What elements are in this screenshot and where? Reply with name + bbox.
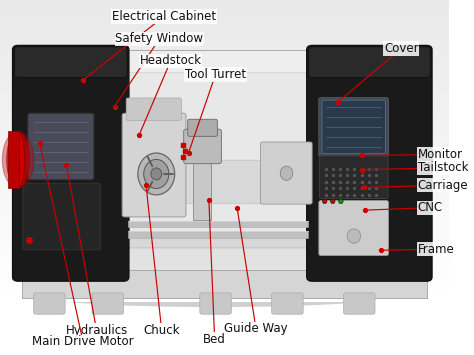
Bar [0, 221, 449, 231]
FancyBboxPatch shape [28, 113, 94, 180]
Polygon shape [27, 71, 422, 277]
Bar [0, 141, 449, 151]
Bar [0, 30, 449, 40]
Bar [0, 70, 449, 81]
Ellipse shape [347, 229, 361, 243]
FancyBboxPatch shape [188, 119, 218, 136]
FancyBboxPatch shape [13, 45, 129, 281]
Ellipse shape [138, 153, 175, 195]
FancyBboxPatch shape [319, 98, 389, 156]
Ellipse shape [151, 168, 162, 180]
Text: Bed: Bed [203, 200, 226, 346]
Bar [0, 171, 449, 181]
Bar [0, 181, 449, 191]
FancyBboxPatch shape [14, 47, 127, 77]
Ellipse shape [338, 199, 343, 203]
Ellipse shape [11, 131, 25, 188]
Text: Tool Turret: Tool Turret [185, 68, 246, 153]
Bar [0, 191, 449, 201]
Text: Cover: Cover [337, 42, 419, 102]
Bar [0, 111, 449, 121]
Bar [0, 262, 449, 272]
Polygon shape [27, 50, 422, 75]
Text: CNC: CNC [365, 201, 443, 214]
Bar [0, 50, 449, 60]
Bar [0, 40, 449, 50]
Bar [0, 81, 449, 91]
Bar [0, 0, 449, 10]
Text: Safety Window: Safety Window [115, 32, 203, 106]
Bar [0, 211, 449, 221]
Bar [0, 251, 449, 262]
Bar [0, 241, 449, 251]
Text: Main Drive Motor: Main Drive Motor [32, 143, 134, 349]
Text: Hydraulics: Hydraulics [65, 165, 128, 337]
Bar [0, 292, 449, 302]
Bar [0, 282, 449, 292]
FancyBboxPatch shape [171, 160, 262, 204]
Bar [0, 10, 449, 20]
Bar [128, 231, 308, 238]
Text: Guide Way: Guide Way [224, 208, 288, 335]
Ellipse shape [2, 131, 34, 188]
Bar [0, 161, 449, 171]
Ellipse shape [330, 199, 335, 203]
Bar [22, 270, 427, 298]
Bar [0, 60, 449, 70]
Text: Carriage: Carriage [364, 179, 468, 192]
Bar [193, 131, 211, 220]
FancyBboxPatch shape [23, 183, 100, 250]
FancyBboxPatch shape [322, 100, 385, 154]
Polygon shape [126, 234, 310, 247]
FancyBboxPatch shape [261, 142, 312, 204]
Bar [0, 91, 449, 100]
Text: Electrical Cabinet: Electrical Cabinet [83, 10, 216, 80]
Ellipse shape [280, 166, 293, 180]
Text: Tailstock: Tailstock [362, 162, 468, 174]
Bar [0, 272, 449, 282]
Bar [128, 221, 308, 227]
Bar [0, 20, 449, 30]
Ellipse shape [7, 131, 29, 188]
FancyBboxPatch shape [344, 293, 375, 314]
Text: Chuck: Chuck [144, 185, 180, 337]
FancyBboxPatch shape [309, 47, 430, 77]
FancyBboxPatch shape [272, 293, 303, 314]
Bar [0, 100, 449, 111]
FancyBboxPatch shape [307, 45, 432, 281]
Bar [0, 201, 449, 211]
FancyBboxPatch shape [122, 113, 186, 217]
FancyBboxPatch shape [126, 98, 182, 120]
Ellipse shape [144, 159, 169, 189]
Bar [8, 131, 19, 188]
FancyBboxPatch shape [319, 201, 389, 256]
Ellipse shape [322, 199, 327, 203]
FancyBboxPatch shape [184, 129, 221, 164]
Text: Headstock: Headstock [139, 54, 201, 135]
FancyBboxPatch shape [200, 293, 231, 314]
Bar [0, 231, 449, 241]
Ellipse shape [31, 282, 400, 307]
FancyBboxPatch shape [121, 73, 313, 248]
FancyBboxPatch shape [34, 293, 65, 314]
Bar [0, 151, 449, 161]
Bar [0, 131, 449, 141]
Text: Frame: Frame [381, 243, 455, 256]
Bar [0, 121, 449, 131]
FancyBboxPatch shape [319, 156, 388, 198]
FancyBboxPatch shape [92, 293, 124, 314]
Text: Monitor: Monitor [362, 148, 463, 161]
